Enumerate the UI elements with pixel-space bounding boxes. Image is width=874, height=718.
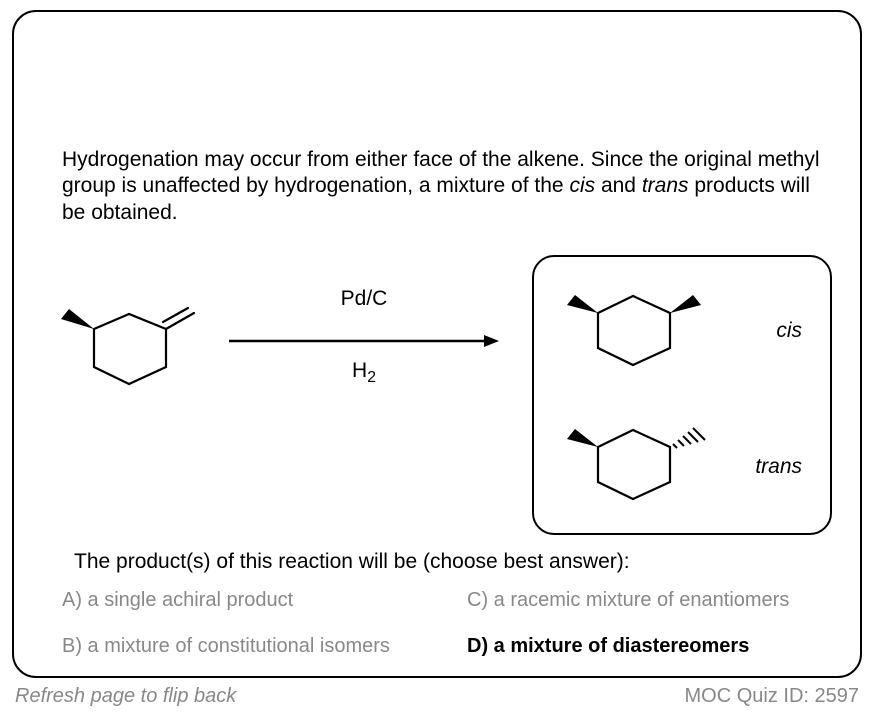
answer-a: A) a single achiral product [62,589,293,612]
answer-d: D) a mixture of diastereomers [467,635,749,658]
explanation-and: and [595,174,642,197]
product-trans-structure [556,407,716,517]
explanation-trans: trans [642,174,689,197]
quiz-card: Hydrogenation may occur from either face… [12,10,862,678]
products-box: cis trans [532,255,832,535]
product-cis-structure [556,273,716,383]
reaction-arrow: Pd/C H2 [229,287,499,397]
reagent-bottom: H2 [229,359,499,387]
reagent-h: H [352,359,367,382]
reaction-scheme: Pd/C H2 cis [44,267,834,547]
reactant-structure [44,287,214,407]
answer-c: C) a racemic mixture of enantiomers [467,589,789,612]
explanation-cis: cis [569,174,595,197]
question-text: The product(s) of this reaction will be … [74,550,630,574]
explanation-text: Hydrogenation may occur from either face… [62,147,822,226]
answer-b: B) a mixture of constitutional isomers [62,635,390,658]
footer-quiz-id: MOC Quiz ID: 2597 [684,685,859,708]
reagent-sub: 2 [367,369,376,386]
cis-label: cis [776,319,802,343]
reagent-top: Pd/C [229,287,499,311]
trans-label: trans [755,455,802,479]
footer-refresh-hint: Refresh page to flip back [15,685,236,708]
